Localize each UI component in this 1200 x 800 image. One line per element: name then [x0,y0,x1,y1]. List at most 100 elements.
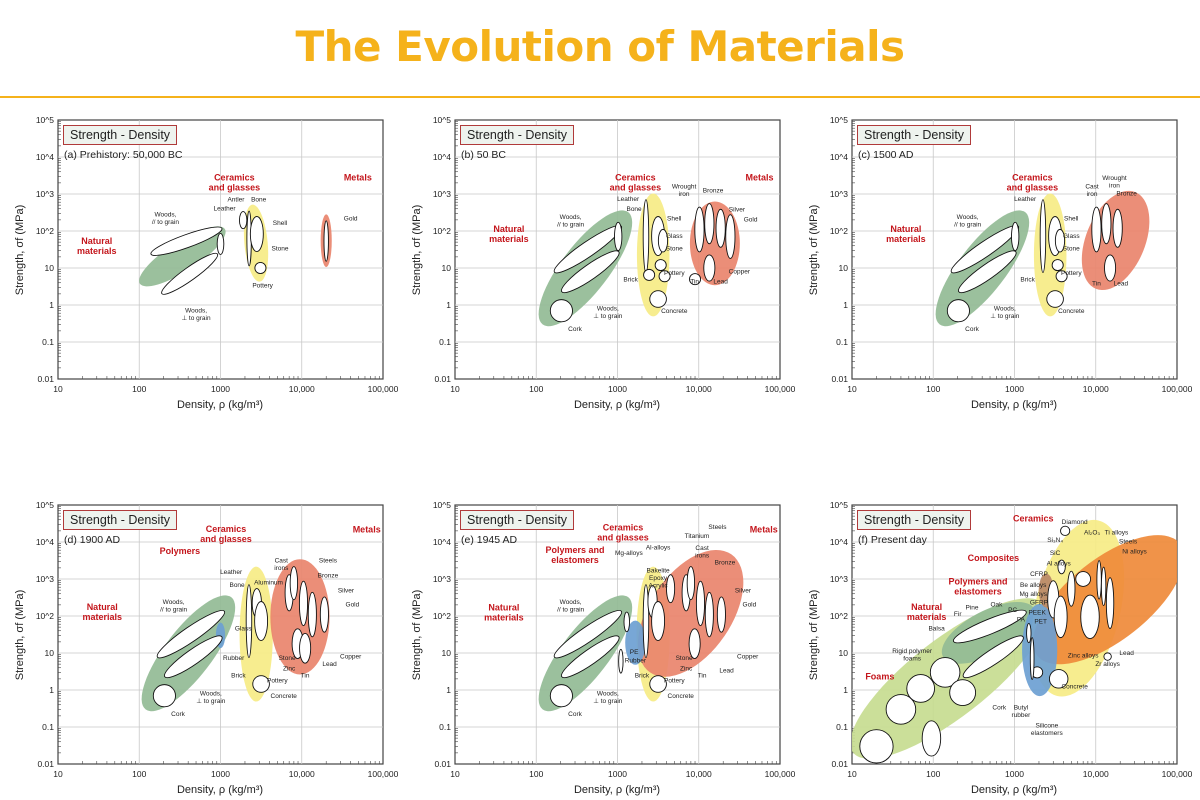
chart-title-box: Strength - Density [460,510,575,530]
material-label: Pottery [267,677,288,684]
material-label: Tin [301,672,310,679]
material-label: SiC [1050,550,1061,557]
material-bubble [249,216,264,253]
x-tick-label: 100,000 [368,769,399,779]
material-label: Glass [1063,233,1080,240]
x-tick-label: 100,000 [765,769,796,779]
y-tick-label: 10 [45,263,55,273]
material-label: Rubber [625,658,647,665]
material-bubble [946,299,970,323]
y-tick-label: 10^2 [36,611,54,621]
chart-panel-f: Ceramics Composites Polymers and elastomers… [808,500,1193,796]
x-tick-label: 100,000 [368,384,399,394]
family-label: Metals [746,172,774,182]
material-bubble [859,729,894,764]
material-label: Shell [667,216,682,223]
material-bubble [688,628,701,659]
material-label: Silver [735,588,752,595]
y-tick-label: 10 [442,263,452,273]
material-bubble [885,694,917,725]
material-label: Gold [346,602,360,609]
material-label: Gold [744,217,758,224]
material-bubble [658,270,671,283]
material-label: Bone [626,206,642,213]
material-bubble [152,684,176,708]
material-label: Woods,// to grain [954,214,981,229]
material-label: Concrete [1058,308,1085,315]
material-label: Woods, ⊥ to grain [593,306,623,321]
material-bubble [216,232,225,255]
x-tick-label: 10 [450,769,460,779]
material-label: Wrought iron [1102,175,1127,190]
ashby-plot: Natural materials Ceramics and glasses Metal… [433,115,796,394]
material-bubble [906,674,935,703]
x-tick-label: 10,000 [1083,769,1109,779]
material-label: Oak [991,602,1004,609]
y-tick-label: 10^3 [36,189,54,199]
y-tick-label: 10 [45,648,55,658]
material-bubble [921,720,942,757]
material-label: GFRP [1030,599,1048,606]
material-label: Pottery [664,270,685,277]
material-label: PET [1034,618,1047,625]
material-bubble [715,208,726,248]
x-tick-label: 10 [847,769,857,779]
material-label: Concrete [661,308,688,315]
material-bubble [654,259,667,272]
y-tick-label: 1 [843,685,848,695]
material-label: Copper [340,653,362,660]
material-label: Concrete [1061,683,1088,690]
x-tick-label: 1000 [608,384,627,394]
y-tick-label: 0.1 [439,722,451,732]
material-label: Stone [676,655,693,662]
material-bubble [725,214,736,259]
chart-panel-e: Natural materials Polymers and elastomers Ce… [411,500,796,796]
material-label: Steels [708,524,727,531]
material-bubble [1055,270,1068,283]
material-bubble [561,250,620,294]
y-tick-label: 10 [839,648,849,658]
material-bubble [1112,208,1123,248]
material-label: Leather [1014,196,1037,203]
family-label: Metals [344,172,372,182]
y-tick-label: 10^5 [433,500,451,510]
family-label: Natural materials [907,602,947,622]
material-label: Bronze [1116,190,1137,197]
y-tick-label: 0.01 [434,374,451,384]
material-family-envelope-metal [637,549,744,677]
family-label: Natural materials [77,236,117,256]
x-axis-title: Density, ρ (kg/m³) [176,399,264,411]
material-label: Leather [220,569,243,576]
material-label: Al₂O₃ [1084,529,1100,536]
material-label: Cork [568,711,582,718]
chart-title-box: Strength - Density [63,125,178,145]
material-label: Brick [1020,277,1035,284]
y-tick-label: 10^3 [830,574,848,584]
y-tick-label: 10^4 [36,537,54,547]
material-bubble [561,635,620,679]
y-axis-title: Strength, σf (MPa) [411,589,423,681]
material-bubble [962,635,1024,679]
chart-panel-d: Natural materials Polymers Ceramics and glas… [14,500,399,796]
y-tick-label: 0.1 [439,337,451,347]
y-tick-label: 10^3 [36,574,54,584]
material-label: PA [1017,616,1026,623]
material-bubble [289,566,299,601]
material-label: Woods,// to grain [160,599,187,614]
material-label: Gold [743,602,757,609]
material-bubble [1100,566,1107,607]
material-bubble [254,601,269,641]
y-tick-label: 10^5 [36,500,54,510]
material-bubble [1051,259,1064,272]
material-bubble [1103,652,1112,661]
material-bubble [1105,577,1115,629]
y-tick-label: 10^3 [433,574,451,584]
material-bubble [245,584,253,659]
material-bubble [254,261,267,275]
material-label: Pottery [1061,270,1082,277]
material-label: Balsa [928,626,945,633]
chart-panel-a: Natural materials Ceramics and glasses Metal… [14,115,399,411]
ashby-plot: Natural materials Ceramics and glasses Metal… [36,115,399,394]
material-family-envelope-polymer [625,620,646,665]
x-axis-title: Density, ρ (kg/m³) [573,784,661,796]
